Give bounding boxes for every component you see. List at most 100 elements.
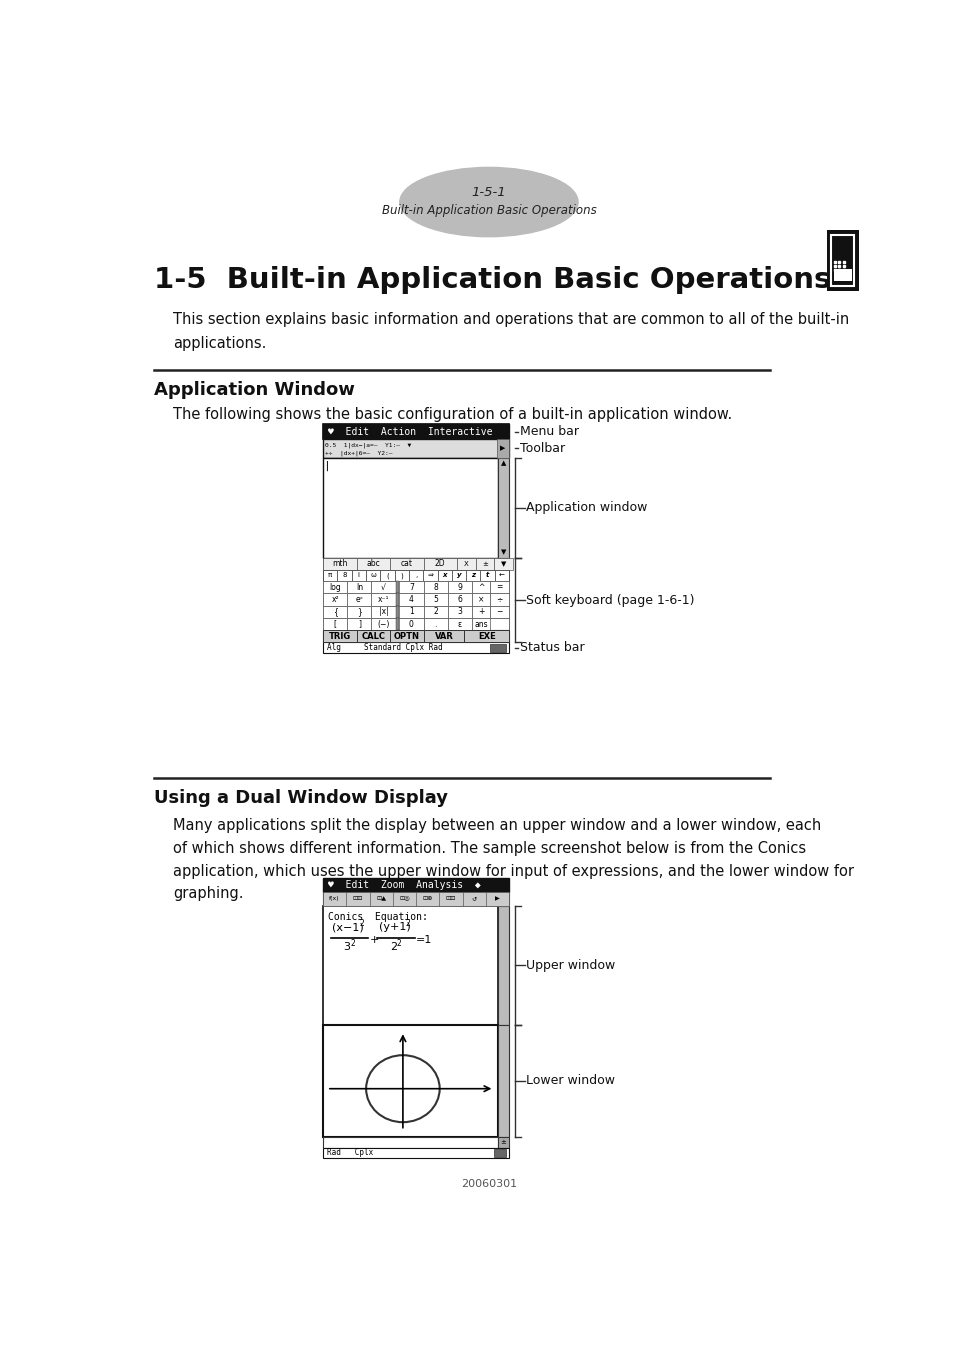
Bar	[423, 558, 456, 570]
Bar	[464, 630, 509, 643]
Text: 1-5-1: 1-5-1	[471, 186, 506, 200]
Text: OPTN: OPTN	[394, 632, 419, 641]
Bar	[323, 580, 347, 593]
Text: Lower window: Lower window	[525, 1075, 615, 1088]
Bar	[493, 1149, 505, 1157]
Bar	[472, 593, 490, 606]
Bar	[323, 630, 509, 643]
Bar	[476, 558, 494, 570]
Bar	[323, 593, 347, 606]
Bar	[390, 558, 423, 570]
Bar	[423, 570, 437, 580]
Text: +: +	[477, 608, 484, 616]
Bar	[490, 593, 509, 606]
Bar	[323, 558, 356, 570]
Bar	[409, 570, 423, 580]
Bar	[337, 570, 352, 580]
Bar	[423, 580, 447, 593]
Text: ▼: ▼	[500, 549, 506, 555]
Text: This section explains basic information and operations that are common to all of: This section explains basic information …	[173, 312, 849, 351]
Text: =1: =1	[416, 936, 432, 945]
Bar	[323, 570, 509, 580]
Bar	[323, 892, 509, 906]
Text: Many applications split the display between an upper window and a lower window, : Many applications split the display betw…	[173, 818, 854, 902]
Text: ⊡⊡: ⊡⊡	[353, 896, 363, 902]
Bar	[490, 606, 509, 618]
Text: EXE: EXE	[477, 632, 496, 641]
Text: Upper window: Upper window	[525, 958, 615, 972]
Text: ⊡▲: ⊡▲	[375, 896, 386, 902]
Bar	[323, 1137, 497, 1148]
Bar	[371, 618, 395, 630]
Bar	[323, 1025, 497, 1137]
Text: (−): (−)	[377, 620, 390, 629]
Bar	[472, 618, 490, 630]
Text: 2: 2	[359, 919, 364, 927]
Text: ±: ±	[481, 562, 487, 567]
Text: Rad   Cplx: Rad Cplx	[327, 1149, 373, 1157]
Bar	[352, 570, 366, 580]
Bar	[494, 558, 513, 570]
Bar	[323, 878, 509, 892]
Text: ⊡◎: ⊡◎	[398, 896, 410, 902]
Bar	[423, 618, 447, 630]
Text: ε: ε	[457, 620, 461, 629]
Bar	[399, 618, 423, 630]
Bar	[439, 892, 462, 906]
Text: 2: 2	[406, 919, 411, 927]
Text: ▲: ▲	[500, 460, 506, 466]
Bar	[497, 1025, 509, 1137]
Bar	[395, 618, 399, 630]
Bar	[323, 618, 509, 630]
Bar	[831, 235, 853, 286]
Text: ×: ×	[477, 595, 484, 603]
Text: f(x): f(x)	[329, 896, 339, 902]
Bar	[323, 424, 509, 439]
Bar	[323, 606, 509, 618]
Text: ▶: ▶	[495, 896, 499, 902]
Bar	[395, 606, 399, 618]
Text: y: y	[456, 572, 461, 579]
Text: cat: cat	[400, 559, 413, 568]
Bar	[472, 606, 490, 618]
Bar	[371, 606, 395, 618]
Bar	[437, 570, 452, 580]
Text: Menu bar: Menu bar	[519, 425, 578, 437]
Bar	[323, 630, 356, 643]
Text: Application Window: Application Window	[154, 381, 355, 398]
Text: ♥  Edit  Zoom  Analysis  ◆: ♥ Edit Zoom Analysis ◆	[328, 880, 480, 890]
Bar	[323, 593, 509, 606]
Text: Toolbar: Toolbar	[519, 441, 564, 455]
Bar	[323, 439, 509, 458]
Bar	[497, 1137, 509, 1148]
Bar	[323, 906, 497, 1025]
Bar	[447, 580, 472, 593]
Text: ⊡⊡: ⊡⊡	[445, 896, 456, 902]
Text: mth: mth	[332, 559, 347, 568]
Bar	[395, 593, 399, 606]
Text: z: z	[471, 572, 475, 579]
Text: ^: ^	[477, 583, 484, 591]
Text: ⇒: ⇒	[427, 572, 433, 579]
Text: 1: 1	[409, 608, 414, 616]
Text: Using a Dual Window Display: Using a Dual Window Display	[154, 788, 448, 807]
Bar	[393, 892, 416, 906]
Text: =: =	[497, 583, 502, 591]
Text: Built-in Application Basic Operations: Built-in Application Basic Operations	[381, 204, 596, 217]
Text: 2D: 2D	[435, 559, 445, 568]
Bar	[323, 458, 497, 558]
Bar	[395, 570, 409, 580]
Bar	[323, 892, 346, 906]
Bar	[466, 570, 480, 580]
Text: ▏: ▏	[326, 462, 334, 471]
Text: √: √	[380, 583, 386, 591]
Text: 9: 9	[456, 583, 462, 591]
Text: ▶: ▶	[499, 446, 505, 451]
Bar	[462, 892, 485, 906]
Bar	[456, 558, 476, 570]
Text: (x−1): (x−1)	[332, 922, 364, 933]
Bar	[826, 230, 858, 292]
Text: 8: 8	[342, 572, 347, 579]
Text: 2: 2	[350, 940, 355, 948]
Bar	[347, 606, 371, 618]
